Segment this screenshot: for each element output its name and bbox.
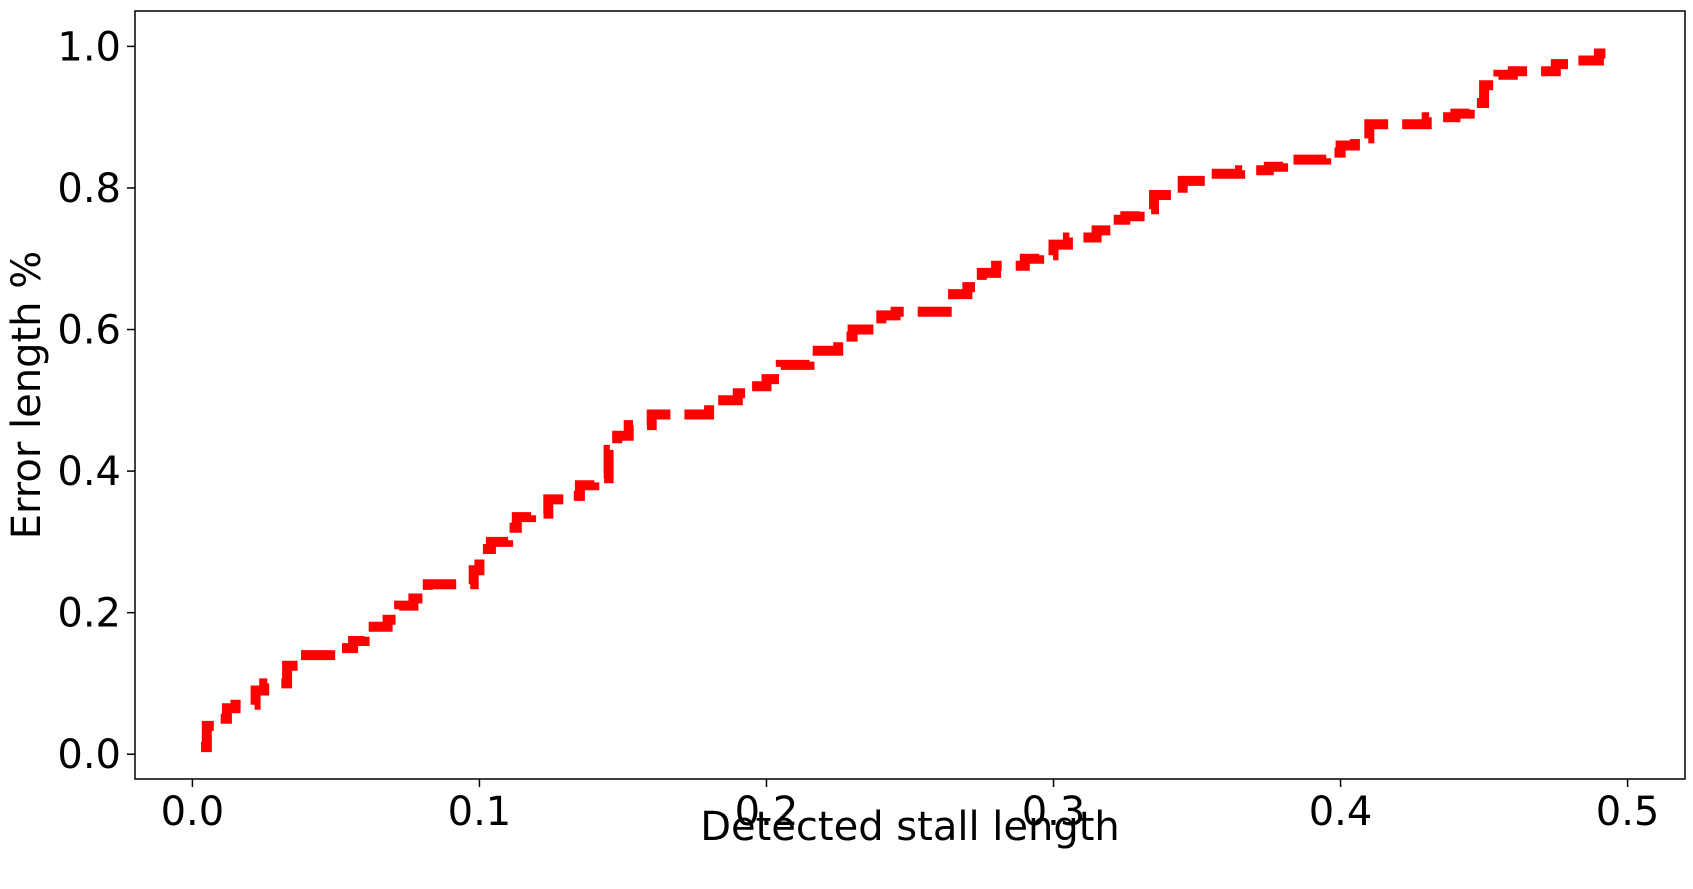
y-tick-label: 1.0: [57, 24, 121, 70]
series-line: [201, 46, 1613, 753]
y-axis-label: Error length %: [4, 251, 50, 539]
y-tick-label: 0.4: [57, 449, 121, 495]
x-tick-label: 0.2: [735, 789, 799, 835]
x-tick-label: 0.1: [448, 789, 512, 835]
y-tick-label: 0.6: [57, 308, 121, 354]
x-tick-label: 0.0: [161, 789, 225, 835]
x-tick-label: 0.4: [1309, 789, 1373, 835]
plot-frame: [134, 10, 1686, 780]
y-tick-label: 0.2: [57, 591, 121, 637]
x-tick-label: 0.3: [1022, 789, 1086, 835]
y-tick-label: 0.0: [57, 732, 121, 778]
x-tick-label: 0.5: [1596, 789, 1660, 835]
y-tick-label: 0.8: [57, 166, 121, 212]
plot-area: [201, 46, 1613, 753]
x-axis-label: Detected stall length: [700, 804, 1120, 850]
ticks: 0.0 0.1 0.2 0.3 0.4 0.5 0.0 0.2 0.4 0.6 0.8 1.0: [57, 24, 1659, 835]
